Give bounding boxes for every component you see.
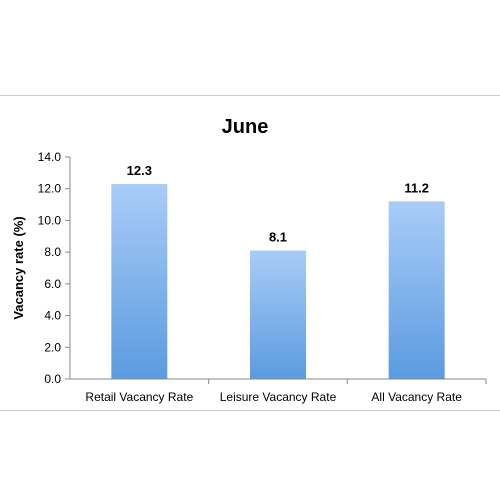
data-label: 8.1 xyxy=(269,230,287,245)
category-label: All Vacancy Rate xyxy=(371,390,462,404)
y-tick-label: 12.0 xyxy=(38,182,62,196)
bar xyxy=(388,201,445,379)
y-tick-label: 8.0 xyxy=(44,245,61,259)
chart-frame xyxy=(0,95,500,411)
y-axis-ticks: 0.0 2.0 4.0 6.0 8.0 10.0 12.0 14.0 xyxy=(38,150,70,386)
data-label: 11.2 xyxy=(404,180,429,195)
y-tick-label: 4.0 xyxy=(44,309,61,323)
y-tick-label: 10.0 xyxy=(38,213,62,227)
bar xyxy=(250,250,306,379)
chart-title: June xyxy=(222,116,269,138)
y-tick-label: 6.0 xyxy=(44,277,61,291)
category-label: Leisure Vacancy Rate xyxy=(220,390,337,404)
y-axis-label: Vacancy rate (%) xyxy=(11,216,26,319)
y-tick-label: 2.0 xyxy=(44,340,61,354)
bar-series: 12.3 8.1 11.2 xyxy=(111,163,445,379)
y-tick-label: 0.0 xyxy=(44,372,61,386)
bar xyxy=(111,183,168,379)
y-tick-label: 14.0 xyxy=(38,150,62,164)
x-axis-categories: Retail Vacancy Rate Leisure Vacancy Rate A… xyxy=(85,379,487,404)
data-label: 12.3 xyxy=(127,163,152,178)
category-label: Retail Vacancy Rate xyxy=(85,390,193,404)
